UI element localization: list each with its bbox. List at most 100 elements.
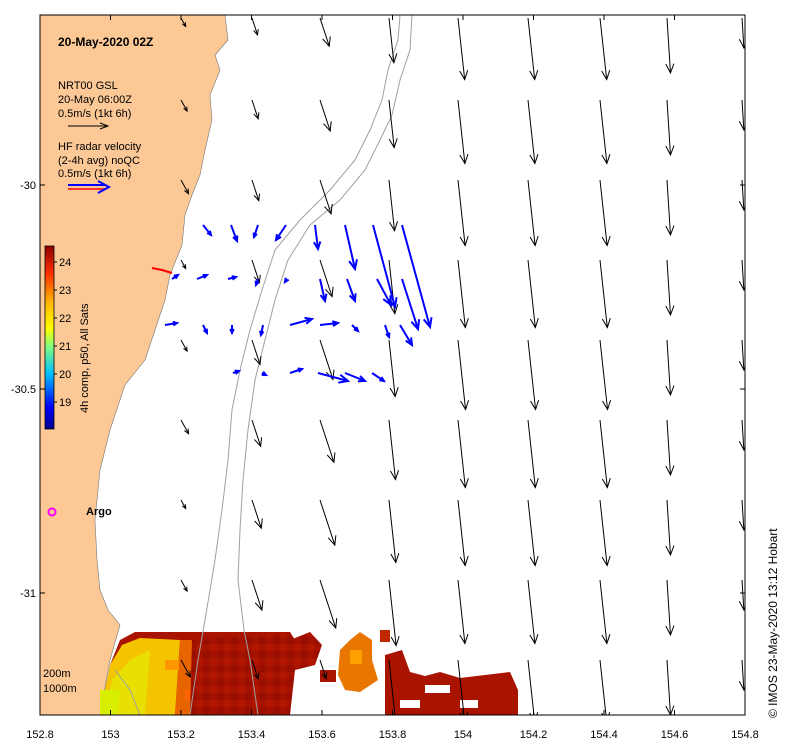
model-arrow-head — [665, 625, 675, 637]
legend-radar-line3: 0.5m/s (1kt 6h) — [58, 168, 131, 180]
model-arrow — [457, 259, 466, 328]
model-arrow — [457, 659, 465, 715]
model-arrow — [457, 579, 466, 644]
legend-model-line1: NRT00 GSL — [58, 80, 118, 92]
model-arrow — [388, 17, 395, 63]
radar-arrow-head — [206, 230, 213, 237]
legend-radar-arrow-icon — [68, 180, 112, 194]
radar-arrow-head — [379, 376, 387, 383]
colorbar-tick-label: 23 — [59, 285, 71, 297]
model-arrow-head — [184, 670, 191, 679]
model-arrow-head — [738, 200, 745, 212]
y-tick-label: -31 — [20, 588, 36, 600]
radar-arrow-head — [385, 332, 391, 340]
model-arrow — [319, 419, 335, 463]
model-arrow-head — [665, 63, 675, 75]
model-arrow-head — [181, 504, 187, 510]
x-tick-label: 153 — [101, 729, 119, 741]
radar-arrow-head — [202, 273, 210, 279]
model-arrow — [388, 339, 396, 397]
legend-radar-line2: (2-4h avg) noQC — [58, 155, 140, 167]
model-arrow — [599, 579, 608, 644]
radar-arrow-head — [283, 277, 290, 285]
model-arrow — [457, 17, 466, 80]
model-arrow — [599, 179, 608, 246]
radar-arrow — [314, 224, 319, 250]
radar-arrow-head — [254, 280, 260, 288]
model-arrow — [741, 579, 745, 610]
model-arrow-head — [390, 470, 399, 481]
isobath-1000m-label: 1000m — [43, 683, 77, 695]
model-arrow — [319, 579, 337, 629]
radar-arrow — [401, 278, 419, 330]
model-arrow — [599, 339, 609, 410]
isobath-lines — [114, 15, 413, 715]
model-arrow — [251, 259, 260, 283]
sst-patch — [100, 630, 518, 715]
model-arrow — [180, 99, 188, 112]
model-arrow-head — [529, 235, 539, 247]
model-arrow-head — [459, 154, 469, 165]
model-arrow — [251, 17, 259, 36]
colorbar-tick-label: 24 — [59, 257, 71, 269]
model-arrow — [599, 659, 607, 715]
model-arrow — [666, 179, 671, 235]
radar-arrow-head — [348, 259, 358, 272]
model-arrow-head — [328, 618, 338, 630]
model-arrow-head — [459, 317, 469, 329]
model-arrow — [251, 99, 259, 119]
model-arrow — [319, 259, 333, 297]
radar-arrow — [319, 322, 339, 326]
model-arrow — [388, 179, 395, 231]
model-arrow — [666, 419, 671, 475]
model-arrow — [251, 179, 260, 201]
radar-arrow-head — [313, 241, 322, 252]
model-arrow — [527, 99, 536, 164]
radar-arrow-head — [252, 232, 258, 240]
model-arrow — [251, 419, 262, 447]
model-arrow — [251, 579, 263, 611]
colorbar-tick-label: 22 — [59, 313, 71, 325]
argo-label: Argo — [86, 506, 112, 518]
radar-arrow — [230, 224, 238, 242]
model-arrow-head — [391, 719, 399, 728]
map-title: 20-May-2020 02Z — [58, 35, 153, 49]
model-arrow-head — [389, 387, 399, 398]
model-arrow-head — [184, 428, 190, 435]
radar-arrow — [399, 324, 413, 346]
model-arrow — [527, 499, 536, 566]
x-tick-label: 153.8 — [379, 729, 407, 741]
model-arrow-head — [388, 138, 398, 149]
model-arrow — [741, 17, 745, 48]
model-arrow-head — [459, 555, 469, 567]
x-tick-label: 153.6 — [308, 729, 336, 741]
model-arrow — [527, 419, 536, 488]
x-tick-label: 152.8 — [26, 729, 54, 741]
radar-arrow-head — [172, 320, 180, 327]
legend-radar-line1: HF radar velocity — [58, 141, 142, 153]
credit-text: © IMOS 23-May-2020 13:12 Hobart — [766, 528, 780, 718]
model-arrow — [741, 259, 745, 290]
model-arrow-head — [183, 346, 188, 353]
radar-arrow-head — [338, 373, 351, 384]
radar-arrow-head — [229, 328, 235, 336]
model-arrow — [741, 659, 745, 690]
model-arrow — [388, 579, 397, 646]
model-arrow — [180, 659, 191, 678]
model-arrow — [180, 259, 187, 269]
model-arrow-head — [601, 477, 611, 489]
y-tick-label: -30 — [20, 180, 36, 192]
radar-arrow-head — [261, 370, 269, 377]
model-arrow — [666, 499, 671, 555]
sst-colorbar: 24 23 22 21 20 19 4h comp, p50, All Sats — [44, 245, 91, 430]
x-tick-label: 154.6 — [661, 729, 689, 741]
legend-model-arrow-icon — [68, 122, 110, 130]
radar-arrow-head — [410, 319, 421, 332]
model-arrow-head — [325, 369, 335, 381]
y-axis: -30 -30.5 -31 — [11, 180, 745, 600]
model-arrow-head — [390, 635, 400, 647]
model-arrow — [741, 99, 745, 130]
model-arrow-head — [183, 106, 188, 113]
radar-arrow — [319, 278, 326, 302]
